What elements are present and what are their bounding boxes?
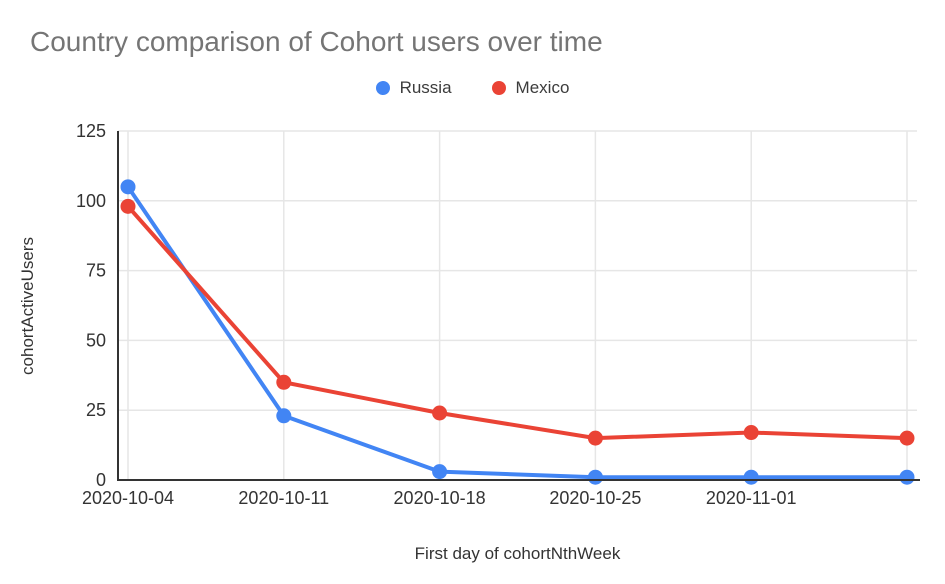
- data-point-russia[interactable]: [432, 464, 448, 480]
- x-tick-label: 2020-10-25: [549, 488, 641, 508]
- data-point-russia[interactable]: [276, 408, 292, 424]
- data-point-mexico[interactable]: [587, 430, 603, 446]
- legend-label: Mexico: [515, 78, 570, 97]
- legend-label: Russia: [399, 78, 452, 97]
- x-axis-title: First day of cohortNthWeek: [414, 544, 621, 563]
- y-tick-label: 75: [86, 261, 106, 281]
- y-tick-label: 25: [86, 400, 106, 420]
- data-point-russia[interactable]: [587, 469, 603, 485]
- data-point-russia[interactable]: [120, 179, 136, 195]
- data-point-mexico[interactable]: [743, 425, 759, 441]
- data-point-mexico[interactable]: [120, 198, 136, 214]
- data-point-russia[interactable]: [899, 469, 915, 485]
- y-axis-title-wrap: cohortActiveUsers: [18, 131, 38, 480]
- line-mexico: [126, 204, 909, 441]
- x-tick-label: 2020-10-04: [82, 488, 174, 508]
- data-point-mexico[interactable]: [276, 374, 292, 390]
- legend: Russia Mexico: [0, 78, 945, 98]
- y-axis-title: cohortActiveUsers: [18, 236, 37, 375]
- y-tick-label: 125: [76, 121, 106, 141]
- data-point-mexico[interactable]: [432, 405, 448, 421]
- legend-item-russia[interactable]: Russia: [375, 78, 452, 98]
- x-tick-label: 2020-10-18: [394, 488, 486, 508]
- legend-dot-mexico: [491, 81, 506, 95]
- y-tick-label: 0: [96, 470, 106, 490]
- x-tick-label: 2020-11-01: [706, 488, 797, 508]
- legend-item-mexico[interactable]: Mexico: [491, 78, 570, 98]
- y-tick-label: 50: [86, 330, 106, 350]
- legend-dot-russia: [375, 81, 390, 95]
- data-point-russia[interactable]: [743, 469, 759, 485]
- y-tick-label: 100: [76, 191, 106, 211]
- chart-title: Country comparison of Cohort users over …: [30, 26, 603, 57]
- x-tick-label: 2020-10-11: [238, 488, 329, 508]
- line-russia: [126, 184, 909, 480]
- data-point-mexico[interactable]: [899, 430, 915, 446]
